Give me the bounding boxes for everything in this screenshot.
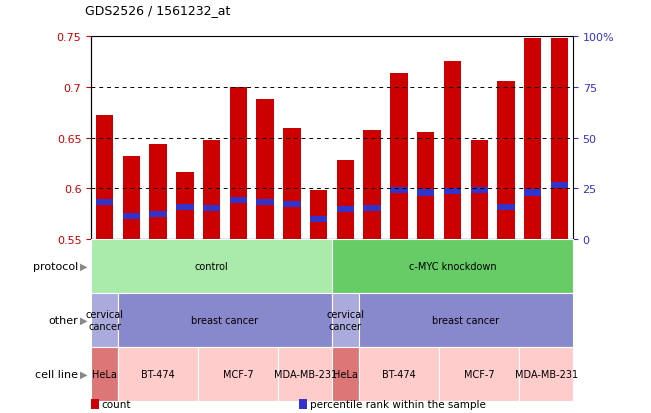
Text: ▶: ▶: [80, 315, 88, 325]
Text: MCF-7: MCF-7: [223, 369, 254, 379]
Bar: [256, 199, 274, 205]
Text: MDA-MB-231: MDA-MB-231: [273, 369, 337, 379]
Bar: [230, 197, 247, 203]
Text: BT-474: BT-474: [382, 369, 416, 379]
Text: breast cancer: breast cancer: [432, 315, 499, 325]
Bar: [122, 157, 140, 240]
Text: ▶: ▶: [80, 261, 88, 271]
Text: percentile rank within the sample: percentile rank within the sample: [310, 399, 486, 409]
Text: BT-474: BT-474: [141, 369, 175, 379]
Bar: [439, 347, 519, 401]
Bar: [337, 161, 354, 240]
Text: c-MYC knockdown: c-MYC knockdown: [409, 261, 496, 271]
Text: HeLa: HeLa: [333, 369, 358, 379]
Bar: [256, 100, 274, 240]
Bar: [497, 82, 515, 240]
Bar: [203, 205, 220, 211]
Bar: [444, 189, 461, 195]
Bar: [417, 132, 434, 240]
Bar: [363, 130, 381, 240]
Bar: [332, 240, 573, 293]
Bar: [91, 347, 118, 401]
Text: count: count: [102, 399, 131, 409]
Text: ▶: ▶: [80, 369, 88, 379]
Bar: [96, 116, 113, 240]
Bar: [444, 62, 461, 240]
Bar: [91, 240, 332, 293]
Text: MDA-MB-231: MDA-MB-231: [514, 369, 577, 379]
Bar: [551, 183, 568, 189]
Text: other: other: [48, 315, 78, 325]
Bar: [283, 128, 301, 240]
Text: HeLa: HeLa: [92, 369, 117, 379]
Bar: [96, 199, 113, 205]
Text: cell line: cell line: [35, 369, 78, 379]
Bar: [122, 213, 140, 219]
Bar: [390, 188, 408, 194]
Bar: [359, 293, 573, 347]
Bar: [524, 39, 542, 240]
Bar: [471, 140, 488, 240]
Text: GDS2526 / 1561232_at: GDS2526 / 1561232_at: [85, 4, 230, 17]
Bar: [176, 173, 193, 240]
Bar: [359, 347, 439, 401]
Bar: [337, 206, 354, 212]
Bar: [203, 140, 220, 240]
Bar: [118, 347, 198, 401]
Bar: [363, 205, 381, 211]
Text: cervical
cancer: cervical cancer: [85, 309, 124, 331]
Bar: [551, 39, 568, 240]
Bar: [332, 293, 359, 347]
Bar: [230, 88, 247, 240]
Bar: [118, 293, 332, 347]
Bar: [524, 190, 542, 196]
Bar: [417, 190, 434, 196]
Bar: [176, 204, 193, 210]
Bar: [332, 347, 359, 401]
Text: MCF-7: MCF-7: [464, 369, 495, 379]
Bar: [310, 191, 327, 240]
Bar: [279, 347, 332, 401]
Bar: [149, 145, 167, 240]
Bar: [497, 204, 515, 210]
Bar: [149, 211, 167, 217]
Bar: [390, 74, 408, 240]
Bar: [91, 293, 118, 347]
Text: cervical
cancer: cervical cancer: [326, 309, 365, 331]
Bar: [198, 347, 279, 401]
Bar: [283, 201, 301, 207]
Text: breast cancer: breast cancer: [191, 315, 258, 325]
Bar: [471, 188, 488, 194]
Text: protocol: protocol: [33, 261, 78, 271]
Text: control: control: [195, 261, 229, 271]
Bar: [519, 347, 573, 401]
Bar: [310, 216, 327, 222]
